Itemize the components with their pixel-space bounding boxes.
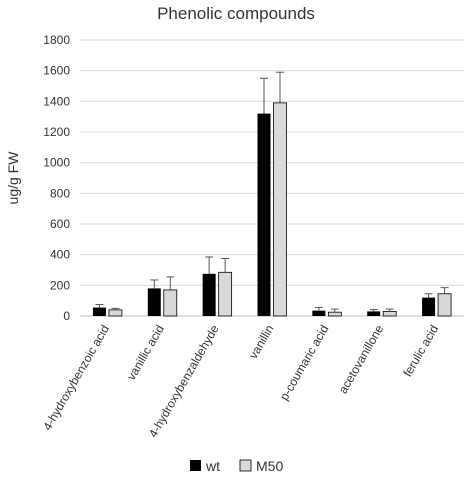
bar-m50 bbox=[163, 289, 178, 317]
bar-m50 bbox=[108, 309, 123, 317]
y-tick-label: 1200 bbox=[43, 125, 70, 139]
x-tick-label: acetovanillone bbox=[336, 322, 387, 396]
x-tick-label: ferulic acid bbox=[400, 323, 441, 380]
bar-wt bbox=[367, 311, 381, 316]
legend-swatch-wt bbox=[190, 460, 201, 471]
legend: wt M50 bbox=[190, 458, 283, 474]
x-tick-label: 4-hydroxybenzoic acid bbox=[40, 323, 112, 433]
bar-m50 bbox=[218, 271, 233, 317]
y-tick-label: 400 bbox=[50, 248, 70, 262]
bar-wt bbox=[312, 310, 326, 316]
y-tick-label: 200 bbox=[50, 278, 70, 292]
bar-m50 bbox=[273, 102, 287, 317]
bar-wt bbox=[257, 113, 271, 316]
legend-swatch-m50 bbox=[239, 459, 252, 472]
y-axis-label: ug/g FW bbox=[5, 151, 21, 205]
x-tick-label: vanillic acid bbox=[124, 323, 167, 383]
y-tick-label: 0 bbox=[63, 309, 70, 323]
chart-title: Phenolic compounds bbox=[157, 4, 315, 23]
bar-m50 bbox=[382, 310, 397, 317]
error-bars bbox=[95, 71, 449, 313]
x-tick-label: p-coumaric acid bbox=[277, 323, 331, 403]
x-tick-label: vanillin bbox=[246, 323, 276, 362]
x-tick-labels: 4-hydroxybenzoic acid vanillic acid4-hydr… bbox=[40, 322, 441, 440]
legend-label-wt: wt bbox=[205, 458, 220, 474]
y-tick-labels: 0 200 400 600 800 1000 1200 1400 1600 1800 bbox=[43, 33, 70, 323]
bar-m50 bbox=[327, 311, 342, 317]
y-tick-label: 1400 bbox=[43, 94, 70, 108]
bar-wt bbox=[202, 273, 216, 316]
bar-wt bbox=[147, 288, 161, 316]
y-tick-label: 600 bbox=[50, 217, 70, 231]
y-tick-label: 1600 bbox=[43, 64, 70, 78]
bar-wt bbox=[422, 297, 436, 316]
bar-m50 bbox=[437, 293, 452, 317]
legend-label-m50: M50 bbox=[256, 458, 283, 474]
gridlines bbox=[80, 39, 464, 286]
bar-wt bbox=[92, 307, 106, 316]
y-tick-label: 1000 bbox=[43, 156, 70, 170]
bars bbox=[92, 102, 452, 317]
y-tick-label: 800 bbox=[50, 186, 70, 200]
y-tick-label: 1800 bbox=[43, 33, 70, 47]
